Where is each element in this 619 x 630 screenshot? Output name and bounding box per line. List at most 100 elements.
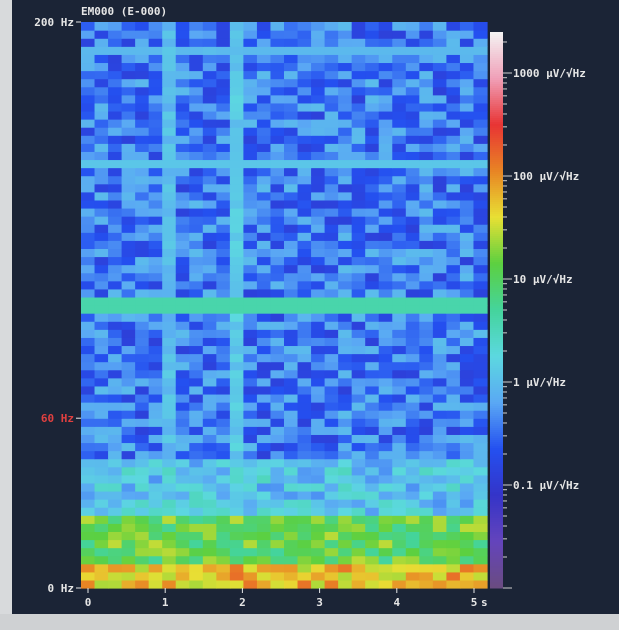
heatmap-cell [202,377,217,387]
heatmap-cell [311,369,326,379]
heatmap-cell [229,70,244,80]
heatmap-cell [94,46,109,55]
heatmap-cell [351,159,366,169]
heatmap-cell [121,216,136,225]
heatmap-cell [338,442,353,452]
heatmap-cell [94,199,109,209]
heatmap-cell [94,183,109,193]
heatmap-cell [270,507,285,516]
heatmap-cell [351,30,366,39]
heatmap-cell [94,94,109,104]
heatmap-cell [135,579,150,589]
heatmap-cell [311,434,326,444]
colorbar-segment [490,222,503,225]
heatmap-cell [351,296,366,306]
heatmap-cell [297,442,312,452]
heatmap-cell [175,78,190,88]
heatmap-cell [162,167,177,177]
colorbar-segment [490,292,503,295]
colorbar-segment [490,266,503,269]
colorbar-segment [490,312,503,315]
heatmap-cell [378,579,393,589]
colorbar-segment [490,48,503,51]
heatmap-cell [365,579,380,589]
colorbar-segment [490,432,503,435]
colorbar-segment [490,208,503,211]
heatmap-cell [432,442,447,452]
colorbar-segment [490,382,503,385]
heatmap-cell [392,110,407,120]
colorbar-segment [490,496,503,499]
colorbar-segment [490,520,503,523]
heatmap-cell [338,86,353,96]
heatmap-cell [189,547,204,557]
heatmap-cell [446,369,461,379]
heatmap-cell [459,345,475,355]
heatmap-cell [229,183,244,193]
heatmap-cell [148,434,163,444]
heatmap-cell [135,555,150,565]
heatmap-cell [229,199,244,209]
heatmap-cell [148,442,163,452]
heatmap-cell [365,426,380,435]
colorbar-segment [490,178,503,181]
colorbar-segment [490,46,503,49]
heatmap-cell [216,216,231,225]
heatmap-cell [392,256,407,266]
heatmap-cell [162,450,177,460]
heatmap-cell [432,216,447,225]
heatmap-cell [392,377,407,387]
heatmap-cell [148,377,163,387]
heatmap-cell [229,466,244,476]
heatmap-cell [202,151,217,161]
heatmap-cell [338,191,353,201]
colorbar-segment [490,456,503,459]
heatmap-cell [432,240,447,249]
heatmap-cell [229,135,244,144]
heatmap-cell [270,555,285,565]
heatmap-cell [338,337,353,347]
heatmap-cell [284,207,299,217]
heatmap-cell [175,539,190,549]
heatmap-cell [459,151,475,161]
heatmap-cell [81,224,96,233]
heatmap-cell [473,256,488,266]
heatmap-cell [432,127,447,136]
heatmap-cell [81,539,96,549]
colorbar-segment [490,534,503,537]
heatmap-cell [162,563,177,573]
heatmap-cell [175,426,190,435]
heatmap-cell [473,78,488,88]
heatmap-cell [351,264,366,274]
heatmap-cell [216,345,231,355]
heatmap-cell [378,70,393,80]
heatmap-cell [365,450,380,460]
heatmap-cell [378,296,393,306]
heatmap-cell [243,127,258,136]
colorbar-segment [490,258,503,261]
heatmap-cell [189,207,204,217]
heatmap-cell [446,434,461,444]
heatmap-cell [378,46,393,55]
heatmap-cell [419,499,434,508]
colorbar-segment [490,72,503,75]
heatmap-cell [108,305,123,314]
heatmap-cell [297,78,312,88]
heatmap-cell [94,102,109,112]
heatmap-cell [229,434,244,444]
heatmap-cell [202,232,217,241]
heatmap-cell [94,321,109,330]
colorbar-segment [490,76,503,79]
heatmap-cell [392,232,407,241]
heatmap-cell [311,216,326,225]
colorbar-segment [490,512,503,515]
colorbar-segment [490,356,503,359]
heatmap-cell [324,450,339,460]
heatmap-cell [473,410,488,419]
heatmap-cell [135,46,150,55]
heatmap-cell [392,434,407,444]
heatmap-cell [405,207,420,217]
heatmap-cell [81,555,96,565]
heatmap-cell [284,78,299,88]
heatmap-cell [324,531,339,541]
